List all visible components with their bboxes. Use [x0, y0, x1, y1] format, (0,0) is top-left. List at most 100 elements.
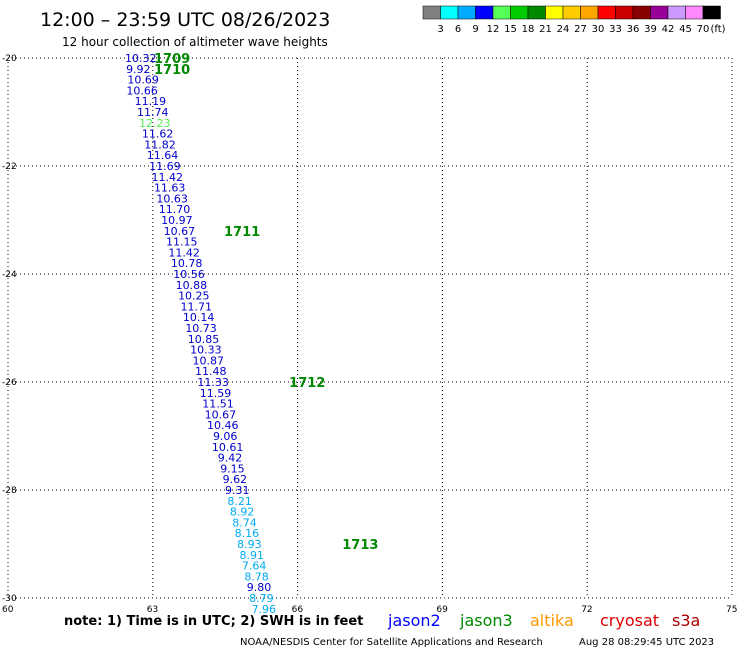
data-point-label: 11.64 [147, 149, 179, 162]
legend-swatch [685, 5, 704, 20]
satellite-s3a: s3a [672, 611, 700, 630]
chart-title: 12:00 – 23:59 UTC 08/26/2023 [40, 9, 330, 31]
data-point-label: 8.91 [239, 549, 264, 562]
data-point-label: 10.46 [207, 419, 239, 432]
y-tick-label: -26 [2, 378, 17, 388]
x-tick-label: 69 [436, 605, 448, 615]
time-label: 1711 [224, 225, 260, 240]
legend-label: 18 [522, 24, 535, 35]
y-tick-label: -30 [2, 594, 17, 604]
legend-label: 42 [662, 24, 675, 35]
data-point-label: 9.42 [218, 452, 243, 465]
data-point-label: 7.64 [242, 560, 267, 573]
data-point-label: 10.63 [156, 192, 188, 205]
legend-label: 39 [644, 24, 657, 35]
data-point-label: 8.74 [232, 516, 257, 529]
satellite-altika: altika [530, 611, 574, 630]
data-point-label: 8.16 [235, 527, 260, 540]
satellite-jason2: jason2 [387, 611, 441, 630]
legend-swatch [702, 5, 721, 20]
legend-swatch [457, 5, 476, 20]
satellite-cryosat: cryosat [600, 611, 659, 630]
data-point-label: 11.59 [200, 387, 232, 400]
data-point-label: 11.82 [144, 138, 176, 151]
color-legend: 3 6 9 12 15 18 21 24 27 30 33 36 39 42 45 70 (ft) [422, 5, 726, 35]
data-point-label: 8.78 [244, 570, 269, 583]
data-point-label: 11.63 [154, 182, 186, 195]
x-tick-label: 72 [581, 605, 592, 615]
y-tick-label: -20 [2, 54, 17, 64]
data-point-label: 10.33 [190, 344, 222, 357]
data-point-label: 9.06 [213, 430, 238, 443]
data-point-label: 12.23 [139, 117, 171, 130]
data-point-label: 10.61 [212, 441, 244, 454]
legend-swatch [510, 5, 529, 20]
legend-swatch [562, 5, 581, 20]
data-point-label: 9.62 [223, 473, 248, 486]
chart-subtitle: 12 hour collection of altimeter wave hei… [62, 35, 328, 49]
legend-swatch [545, 5, 564, 20]
data-point-label: 8.79 [249, 592, 274, 605]
x-tick-label: 60 [2, 605, 14, 615]
x-tick-label: 63 [147, 605, 158, 615]
footer-note: note: 1) Time is in UTC; 2) SWH is in fe… [64, 614, 363, 629]
legend-swatch [667, 5, 686, 20]
y-tick-label: -28 [2, 486, 17, 496]
data-point-label: 11.62 [142, 128, 174, 141]
data-point-label: 11.33 [197, 376, 229, 389]
legend-swatch [492, 5, 511, 20]
data-point-label: 8.21 [227, 495, 252, 508]
time-label: 1709 [154, 52, 190, 67]
legend-label: 70 [697, 24, 710, 35]
data-point-label: 10.88 [176, 279, 208, 292]
data-point-label: 10.32 [125, 52, 157, 65]
data-point-label: 11.15 [166, 236, 198, 249]
legend-unit: (ft) [711, 24, 726, 35]
data-point-label: 10.73 [185, 322, 217, 335]
legend-swatch [597, 5, 616, 20]
data-point-label: 10.25 [178, 290, 210, 303]
legend-label: 30 [592, 24, 605, 35]
y-tick-label: -24 [2, 270, 17, 280]
data-point-label: 10.69 [127, 74, 159, 87]
legend-label: 24 [557, 24, 570, 35]
data-point-label: 10.78 [171, 257, 203, 270]
data-point-label: 11.70 [159, 203, 191, 216]
data-point-label: 10.67 [164, 225, 196, 238]
y-tick-label: -22 [2, 162, 17, 172]
data-point-label: 8.92 [230, 506, 255, 519]
legend-swatch [422, 5, 441, 20]
footer-timestamp: Aug 28 08:29:45 UTC 2023 [579, 637, 714, 648]
data-point-label: 10.67 [205, 408, 237, 421]
data-point-label: 10.85 [188, 333, 220, 346]
data-point-label: 11.51 [202, 398, 234, 411]
legend-label: 6 [455, 24, 461, 35]
data-point-label: 11.42 [152, 171, 184, 184]
data-point-label: 9.92 [126, 63, 151, 76]
legend-label: 9 [472, 24, 478, 35]
footer-credit: NOAA/NESDIS Center for Satellite Applica… [240, 637, 543, 648]
data-point-label: 10.14 [183, 311, 215, 324]
data-point-label: 10.87 [193, 354, 225, 367]
x-tick-label: 75 [726, 605, 737, 615]
data-point-label: 11.48 [195, 365, 227, 378]
satellite-legend: jason2 jason3 altika cryosat s3a [387, 611, 700, 630]
data-point-label: 9.15 [220, 462, 245, 475]
data-point-label: 10.56 [173, 268, 205, 281]
data-point-label: 8.93 [237, 538, 262, 551]
legend-swatch [650, 5, 669, 20]
legend-label: 15 [504, 24, 517, 35]
legend-swatch [632, 5, 651, 20]
legend-swatch [615, 5, 634, 20]
legend-swatch [580, 5, 599, 20]
data-point-label: 11.19 [135, 95, 167, 108]
data-point-label: 11.69 [149, 160, 181, 173]
wave-height-labels: 10.329.9210.6910.6611.1911.7412.2311.621… [125, 52, 276, 616]
time-label: 1712 [289, 376, 325, 391]
legend-swatch [475, 5, 494, 20]
satellite-jason3: jason3 [459, 611, 513, 630]
time-label: 1710 [154, 63, 190, 78]
legend-label: 36 [627, 24, 640, 35]
data-point-label: 11.74 [137, 106, 169, 119]
